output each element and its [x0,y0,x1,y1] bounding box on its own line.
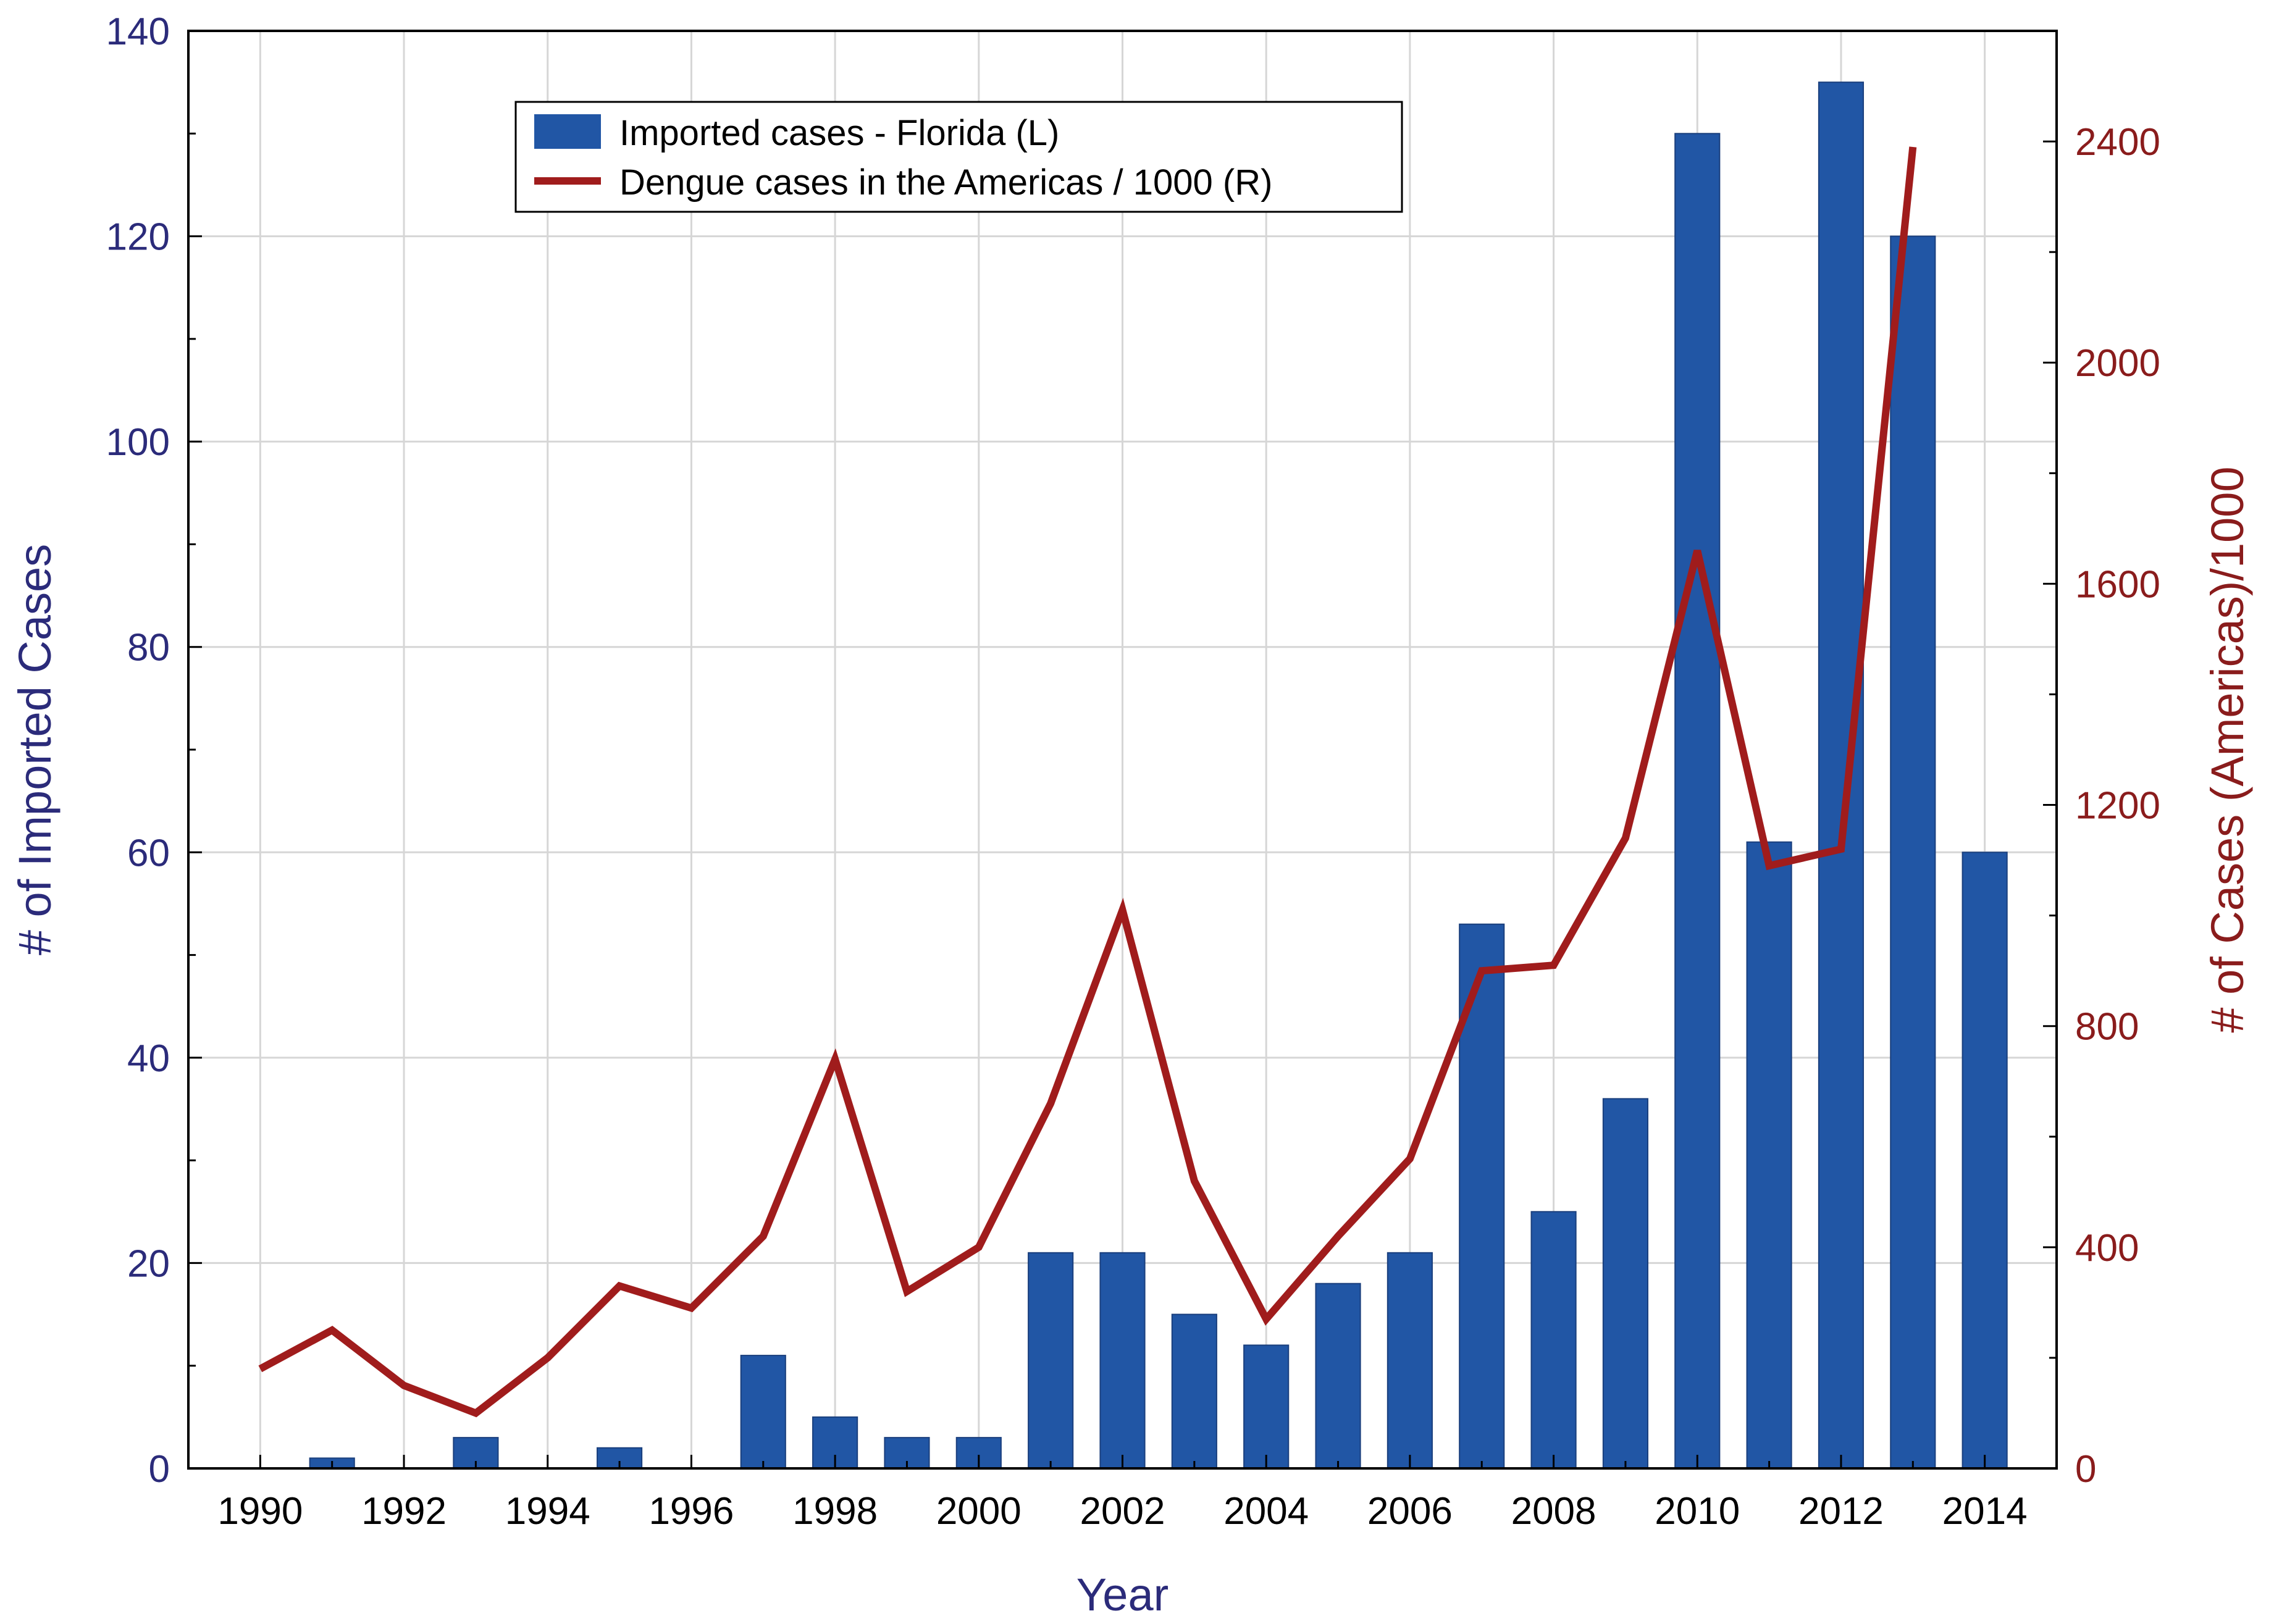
tick-label-x-1990: 1990 [217,1490,303,1533]
tick-label-left-120: 120 [106,216,170,259]
legend: Imported cases - Florida (L) Dengue case… [514,101,1403,213]
legend-swatch-bar [534,114,601,149]
bar-2001 [1028,1252,1074,1470]
tick-label-x-1994: 1994 [505,1490,590,1533]
tick-label-left-20: 20 [127,1242,170,1285]
bar-2009 [1602,1098,1648,1470]
tick-label-right-400: 400 [2075,1227,2139,1270]
axis-ticks: 0 20 40 60 80 100 120 140 0 400 800 1200 1600 2000 240… [106,10,2160,1533]
tick-label-left-100: 100 [106,421,170,464]
bar-2011 [1746,841,1792,1469]
tick-label-x-2006: 2006 [1367,1490,1453,1533]
bar-2003 [1171,1313,1217,1470]
legend-label-imported-cases: Imported cases - Florida (L) [619,113,1059,153]
tick-label-x-2012: 2012 [1798,1490,1884,1533]
y-axis-right-title: # of Cases (Americas)/1000 [2202,466,2253,1032]
bar-2002 [1099,1252,1146,1470]
x-axis-title: Year [1076,1569,1169,1620]
bar-2004 [1243,1344,1290,1469]
bar-2010 [1674,133,1721,1470]
tick-label-left-60: 60 [127,832,170,874]
y-axis-left-title: # of Imported Cases [9,544,61,955]
tick-label-x-1996: 1996 [648,1490,734,1533]
bar-2008 [1530,1211,1577,1470]
bar-2013 [1890,235,1936,1470]
tick-label-right-1600: 1600 [2075,563,2160,606]
tick-label-x-1992: 1992 [361,1490,447,1533]
bar-2014 [1961,852,2008,1470]
tick-label-left-40: 40 [127,1037,170,1080]
bar-1997 [740,1355,786,1469]
tick-label-right-2000: 2000 [2075,342,2160,385]
bar-2005 [1315,1283,1361,1470]
tick-label-right-0: 0 [2075,1448,2096,1491]
tick-label-x-2002: 2002 [1080,1490,1165,1533]
legend-box [514,101,1403,213]
tick-label-x-1998: 1998 [792,1490,878,1533]
legend-label-americas: Dengue cases in the Americas / 1000 (R) [619,162,1272,203]
americas-line [258,146,1917,1418]
tick-label-x-2010: 2010 [1655,1490,1740,1533]
bar-2012 [1818,82,1865,1470]
bar-2006 [1387,1252,1433,1470]
tick-label-left-0: 0 [149,1448,170,1491]
tick-label-right-1200: 1200 [2075,785,2160,827]
tick-label-x-2000: 2000 [936,1490,1022,1533]
tick-label-x-2004: 2004 [1223,1490,1309,1533]
tick-label-right-2400: 2400 [2075,121,2160,164]
line-series-americas [258,146,1917,1418]
tick-label-right-800: 800 [2075,1006,2139,1048]
tick-label-left-140: 140 [106,10,170,53]
tick-label-x-2014: 2014 [1942,1490,2028,1533]
tick-label-left-80: 80 [127,627,170,669]
bar-series-imported-cases [309,82,2008,1470]
tick-label-x-2008: 2008 [1511,1490,1596,1533]
